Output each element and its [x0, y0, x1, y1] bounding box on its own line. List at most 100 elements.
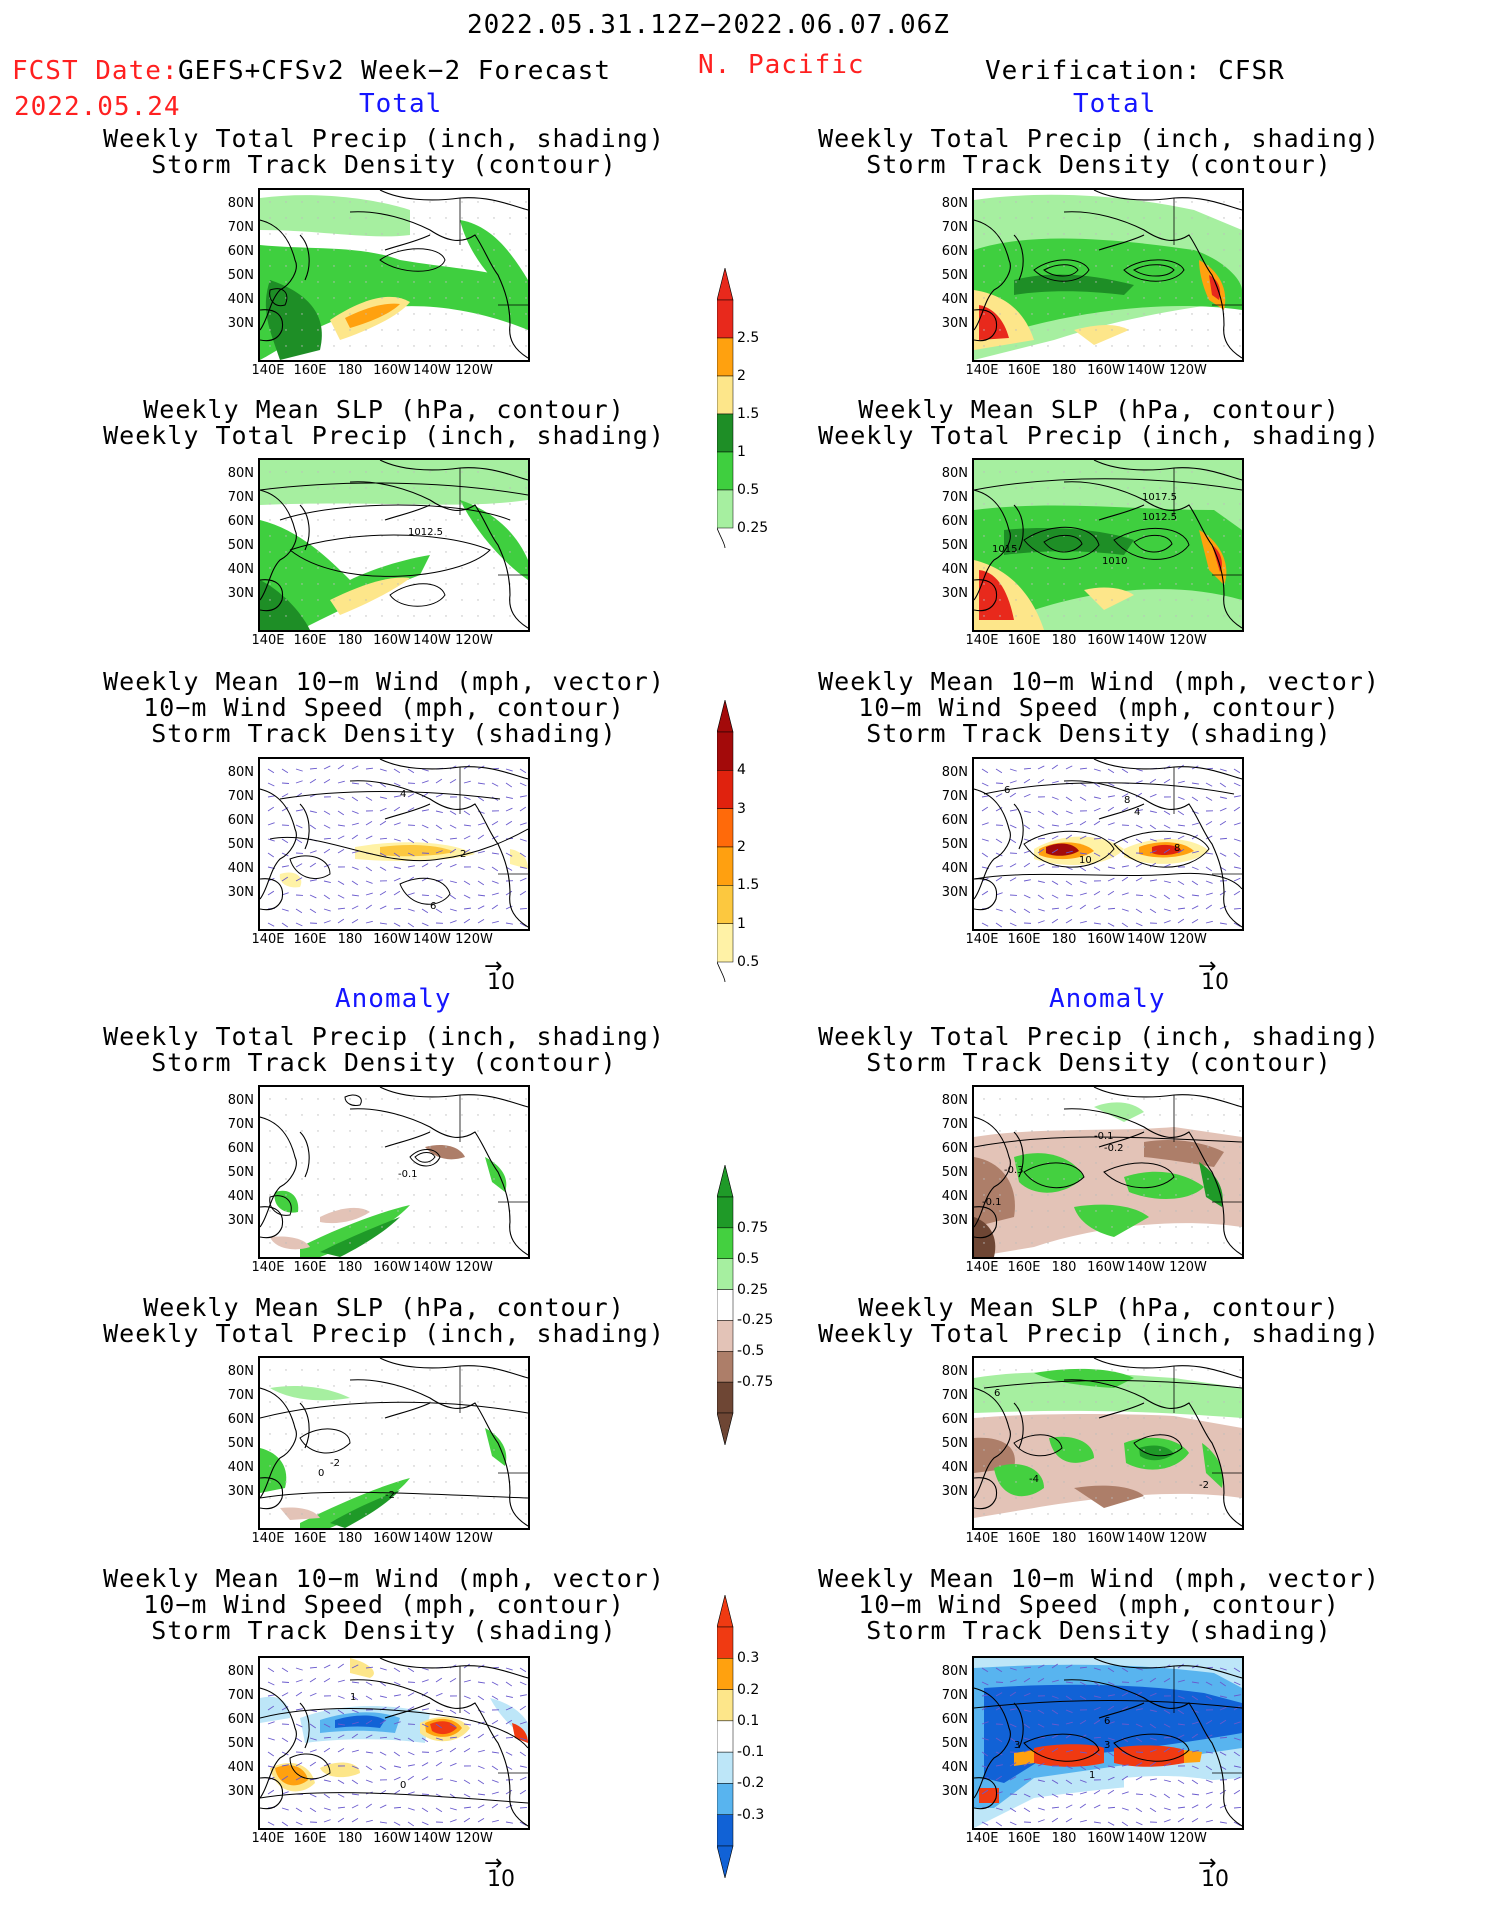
- grid-dot: [1047, 313, 1049, 315]
- wind-vector: [519, 1667, 527, 1673]
- lat-tick-label: 50N: [941, 1165, 968, 1180]
- wind-vector: [1205, 920, 1213, 924]
- wind-vector: [1107, 1705, 1115, 1711]
- grid-dot: [1191, 265, 1193, 267]
- wind-vector: [323, 824, 331, 829]
- wind-vector: [407, 1791, 415, 1795]
- grid-dot: [477, 345, 479, 347]
- wind-vector: [1051, 1663, 1059, 1669]
- wind-vector: [281, 1775, 289, 1781]
- grid-dot: [999, 249, 1001, 251]
- wind-vector: [1191, 1793, 1200, 1796]
- grid-dot: [429, 1226, 431, 1228]
- grid-dot: [317, 217, 319, 219]
- grid-dot: [1047, 1465, 1049, 1467]
- grid-dot: [493, 1385, 495, 1387]
- grid-dot: [349, 1114, 351, 1116]
- grid-dot: [317, 551, 319, 553]
- grid-dot: [285, 615, 287, 617]
- wind-vector: [323, 1664, 331, 1669]
- lon-tick-label: 120W: [455, 363, 493, 378]
- wind-vector: [505, 1719, 513, 1725]
- wind-vector: [1177, 1723, 1185, 1726]
- wind-vector: [1051, 764, 1059, 770]
- wind-vector: [295, 863, 303, 868]
- grid-dot: [1015, 1465, 1017, 1467]
- colorbar-triangle: [716, 1164, 734, 1198]
- wind-vector: [1037, 1747, 1045, 1753]
- colorbar-label: 4: [737, 762, 746, 779]
- wind-vector: [337, 835, 345, 840]
- grid-dot: [1175, 1401, 1177, 1403]
- grid-dot: [1015, 1481, 1017, 1483]
- contour-line: [1043, 264, 1079, 277]
- grid-dot: [1239, 1465, 1241, 1467]
- map-canvas: 426: [260, 759, 528, 928]
- colorbar-label: -0.3: [737, 1806, 765, 1823]
- grid-dot: [429, 471, 431, 473]
- grid-dot: [397, 471, 399, 473]
- map-ver-precip-total: [972, 188, 1244, 362]
- wind-vector: [1121, 1692, 1129, 1697]
- wind-vector: [1009, 1776, 1017, 1781]
- lat-tick-label: 40N: [941, 562, 968, 577]
- grid-dot: [493, 329, 495, 331]
- wind-vector: [1135, 824, 1143, 829]
- grid-dot: [1207, 1210, 1209, 1212]
- wind-vector: [1219, 820, 1227, 826]
- grid-dot: [317, 1481, 319, 1483]
- title-fcst-precip-anom: Weekly Total Precip (inch, shading) Stor…: [103, 1022, 665, 1077]
- contour-label: -0.1: [982, 1197, 1002, 1208]
- colorbar-segment: [716, 489, 734, 529]
- vector-ref-ver-total: →: [1198, 954, 1216, 979]
- wind-vector: [365, 1734, 373, 1739]
- shaded-region: [1034, 1744, 1104, 1767]
- wind-vector: [309, 1749, 317, 1753]
- lon-tick-label: 180: [1051, 932, 1077, 947]
- grid-dot: [413, 313, 415, 315]
- grid-dot: [301, 519, 303, 521]
- grid-dot: [1063, 1465, 1065, 1467]
- vector-ref-ver-anom: →: [1198, 1851, 1216, 1876]
- map-ver-slp-total: 1017.5 1012.5 1015 1010: [972, 458, 1244, 632]
- lon-tick-label: 160E: [293, 932, 327, 947]
- grid-dot: [1223, 201, 1225, 203]
- colorbar-segment: [716, 1814, 734, 1847]
- grid-dot: [333, 1513, 335, 1515]
- grid-dot: [983, 1226, 985, 1228]
- grid-dot: [285, 567, 287, 569]
- lat-tick-label: 60N: [941, 1141, 968, 1156]
- vector-ref-value-fcst-total: 10: [487, 970, 515, 995]
- grid-dot: [1031, 1098, 1033, 1100]
- wind-vector: [1219, 1751, 1227, 1756]
- grid-dot: [333, 1401, 335, 1403]
- wind-vector: [1205, 1695, 1213, 1700]
- lat-tick-label: 70N: [227, 789, 254, 804]
- grid-dot: [429, 345, 431, 347]
- grid-dot: [1111, 1146, 1113, 1148]
- grid-dot: [365, 1146, 367, 1148]
- grid-dot: [445, 1433, 447, 1435]
- wind-vector: [1121, 1821, 1129, 1827]
- wind-vector: [421, 1807, 429, 1813]
- grid-dot: [1191, 1162, 1193, 1164]
- wind-vector: [351, 866, 359, 870]
- grid-dot: [269, 1178, 271, 1180]
- grid-dot: [301, 1433, 303, 1435]
- grid-dot: [413, 1178, 415, 1180]
- grid-dot: [1175, 233, 1177, 235]
- wind-vector: [995, 1791, 1003, 1795]
- grid-dot: [1095, 233, 1097, 235]
- grid-dot: [285, 329, 287, 331]
- grid-dot: [285, 1242, 287, 1244]
- grid-dot: [1079, 281, 1081, 283]
- wind-vector: [477, 919, 485, 924]
- grid-dot: [1079, 329, 1081, 331]
- wind-vector: [449, 837, 458, 840]
- lat-tick-label: 70N: [941, 789, 968, 804]
- grid-dot: [1223, 471, 1225, 473]
- shaded-region: [1199, 1162, 1223, 1207]
- grid-dot: [317, 1114, 319, 1116]
- grid-dot: [445, 1481, 447, 1483]
- grid-dot: [1111, 1401, 1113, 1403]
